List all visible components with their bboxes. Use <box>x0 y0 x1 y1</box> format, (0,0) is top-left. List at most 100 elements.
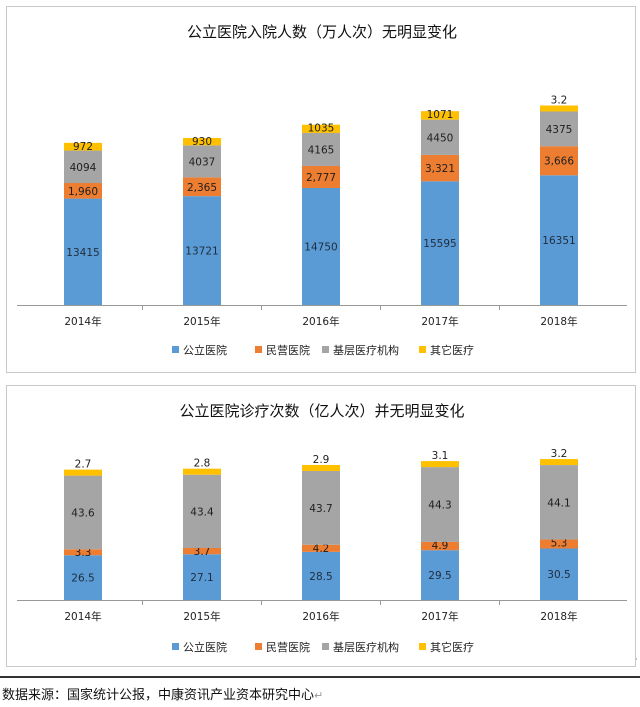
data-label: 43.7 <box>309 503 332 515</box>
data-label: 1,960 <box>68 186 98 198</box>
category-label: 2014年 <box>64 315 101 328</box>
legend-label: 其它医疗 <box>430 343 474 357</box>
data-label: 3.7 <box>194 546 211 558</box>
chart-title: 公立医院诊疗次数（亿人次）并无明显变化 <box>179 402 464 420</box>
legend-swatch <box>419 346 426 353</box>
legend-swatch <box>322 346 329 353</box>
bar-4-2 <box>183 468 221 475</box>
data-label: 28.5 <box>309 571 332 583</box>
chart-inpatients: 公立医院入院人数（万人次）无明显变化 13415 1,960 4094 972 2014年… <box>17 23 627 357</box>
bar-4-1 <box>64 142 102 151</box>
bar-3-2 <box>183 474 221 548</box>
bar-3-5 <box>540 111 578 147</box>
category-label: 2017年 <box>421 315 458 328</box>
data-label: 3,666 <box>544 156 574 168</box>
bar-2-4 <box>421 541 459 551</box>
bar-2-3 <box>302 165 340 188</box>
bar-2-4 <box>421 154 459 182</box>
data-label: 4.9 <box>432 540 449 552</box>
data-label: 44.3 <box>428 499 451 511</box>
data-label: 44.1 <box>547 497 570 509</box>
category-label: 2016年 <box>302 315 339 328</box>
category-label: 2016年 <box>302 610 339 623</box>
bar-4-3 <box>302 464 340 471</box>
chart-panel-inpatients: 公立医院入院人数（万人次）无明显变化 13415 1,960 4094 972 2014年… <box>6 6 636 373</box>
data-label: 1071 <box>427 109 454 121</box>
bar-4-3 <box>302 124 340 133</box>
data-label: 13415 <box>66 247 99 259</box>
bar-4-4 <box>421 111 459 120</box>
bar-1-5 <box>540 548 578 600</box>
legend-swatch <box>172 346 179 353</box>
data-label: 2,777 <box>306 172 336 184</box>
bar-4-1 <box>64 469 102 476</box>
bar-3-2 <box>183 145 221 178</box>
bar-2-1 <box>64 183 102 199</box>
bar-2-3 <box>302 544 340 552</box>
category-label: 2014年 <box>64 610 101 623</box>
legend-label: 公立医院 <box>183 640 227 654</box>
data-label: 5.3 <box>551 538 568 550</box>
bar-4-5 <box>540 105 578 112</box>
data-label: 4165 <box>308 144 335 156</box>
data-label: 4037 <box>189 156 216 168</box>
data-label: 30.5 <box>547 569 570 581</box>
legend-label: 基层医疗机构 <box>333 640 399 654</box>
bar-3-5 <box>540 465 578 540</box>
bar-4-5 <box>540 459 578 466</box>
category-label: 2015年 <box>183 315 220 328</box>
legend-swatch <box>172 643 179 650</box>
legend-swatch <box>419 643 426 650</box>
legend-label: 民营医院 <box>266 343 310 357</box>
bar-3-3 <box>302 132 340 166</box>
bar-3-1 <box>64 475 102 550</box>
bar-2-5 <box>540 539 578 549</box>
category-label: 2017年 <box>421 610 458 623</box>
data-label: 4.2 <box>313 543 330 555</box>
bar-1-5 <box>540 175 578 305</box>
data-label: 4450 <box>427 132 454 144</box>
data-label: 14750 <box>304 241 337 253</box>
data-label: 26.5 <box>71 573 94 585</box>
data-label: 2.7 <box>75 459 92 471</box>
bar-3-1 <box>64 150 102 184</box>
bar-1-4 <box>421 181 459 305</box>
divider-line <box>0 676 640 678</box>
category-label: 2018年 <box>540 315 577 328</box>
bar-1-4 <box>421 550 459 600</box>
bar-3-4 <box>421 119 459 155</box>
chart-visits: 公立医院诊疗次数（亿人次）并无明显变化 26.5 3.3 43.6 2.7 2014年 27… <box>17 402 627 654</box>
category-label: 2018年 <box>540 610 577 623</box>
return-mark: ↵ <box>314 689 324 702</box>
data-label: 1035 <box>308 123 335 135</box>
bar-1-1 <box>64 198 102 305</box>
bar-1-3 <box>302 187 340 305</box>
bar-2-2 <box>183 547 221 555</box>
legend-label: 其它医疗 <box>430 640 474 654</box>
data-label: 2,365 <box>187 182 217 194</box>
bar-2-5 <box>540 146 578 176</box>
data-label: 2.9 <box>313 454 330 466</box>
data-label: 3,321 <box>425 163 455 175</box>
source-note: 数据来源：国家统计公报，中康资讯产业资本研究中心↵ <box>2 684 323 703</box>
data-label: 4094 <box>70 162 97 174</box>
data-label: 930 <box>192 136 212 148</box>
data-label: 3.2 <box>551 94 568 106</box>
legend-swatch <box>255 643 262 650</box>
data-label: 13721 <box>185 246 218 258</box>
data-label: 16351 <box>542 235 575 247</box>
data-label: 3.1 <box>432 450 449 462</box>
data-label: 43.4 <box>190 506 214 518</box>
data-label: 972 <box>73 141 93 153</box>
category-label: 2015年 <box>183 610 220 623</box>
bar-2-2 <box>183 177 221 197</box>
bar-3-3 <box>302 470 340 545</box>
bar-1-2 <box>183 196 221 305</box>
data-label: 2.8 <box>194 458 211 470</box>
legend-swatch <box>255 346 262 353</box>
legend-label: 基层医疗机构 <box>333 343 399 357</box>
legend-swatch <box>322 643 329 650</box>
data-label: 29.5 <box>428 570 451 582</box>
chart-panel-visits: 公立医院诊疗次数（亿人次）并无明显变化 26.5 3.3 43.6 2.7 2014年 27… <box>6 385 636 667</box>
source-text: 数据来源：国家统计公报，中康资讯产业资本研究中心 <box>2 688 315 703</box>
